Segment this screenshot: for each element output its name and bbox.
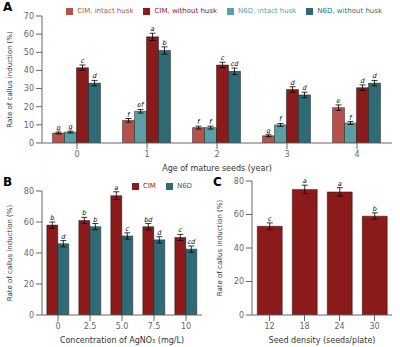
svg-text:Concentration of AgNO₃ (mg/L): Concentration of AgNO₃ (mg/L) <box>60 336 184 345</box>
svg-text:c: c <box>81 57 85 65</box>
html-text:CIM: CIM <box>142 182 156 190</box>
svg-text:d: d <box>92 72 97 80</box>
svg-text:30: 30 <box>24 84 34 93</box>
svg-text:g: g <box>68 123 72 131</box>
svg-text:a: a <box>303 177 307 185</box>
svg-text:Seed density (seeds/plate): Seed density (seeds/plate) <box>269 336 376 345</box>
svg-text:40: 40 <box>234 244 244 253</box>
svg-text:60: 60 <box>24 30 34 39</box>
svg-text:Rate of callus induction (%): Rate of callus induction (%) <box>216 200 224 297</box>
svg-text:d: d <box>157 229 162 237</box>
svg-text:12: 12 <box>264 322 274 331</box>
svg-text:f: f <box>197 118 201 126</box>
svg-text:d: d <box>302 84 307 92</box>
svg-text:7.5: 7.5 <box>148 322 161 331</box>
svg-text:40: 40 <box>24 66 34 75</box>
svg-text:c: c <box>126 225 130 233</box>
svg-text:24: 24 <box>334 322 344 331</box>
svg-text:d: d <box>360 77 365 85</box>
svg-text:50: 50 <box>24 48 34 57</box>
svg-text:18: 18 <box>299 322 309 331</box>
svg-text:0: 0 <box>239 311 244 320</box>
svg-text:cd: cd <box>187 238 196 246</box>
svg-text:cd: cd <box>231 60 240 68</box>
svg-text:a: a <box>151 25 155 33</box>
svg-text:d: d <box>290 79 295 87</box>
svg-text:0: 0 <box>29 311 34 320</box>
svg-text:a: a <box>114 184 118 192</box>
html-text:B: B <box>3 175 13 189</box>
svg-text:bd: bd <box>144 216 153 224</box>
svg-text:80: 80 <box>234 177 244 186</box>
svg-text:40: 40 <box>24 249 34 258</box>
svg-text:e: e <box>337 97 341 105</box>
html-text:C: C <box>213 175 222 189</box>
svg-text:d: d <box>372 72 377 80</box>
svg-text:30: 30 <box>369 322 379 331</box>
html-text:N6D, without husk: N6D, without husk <box>317 7 382 15</box>
html-text:N6D, intact husk: N6D, intact husk <box>238 7 297 15</box>
svg-text:3: 3 <box>284 150 289 159</box>
svg-text:c: c <box>268 215 272 223</box>
svg-text:b: b <box>373 205 377 213</box>
svg-text:f: f <box>127 111 131 119</box>
html-text:CIM, without husk: CIM, without husk <box>154 7 217 15</box>
svg-text:f: f <box>279 115 283 123</box>
html-text:CIM, intact husk: CIM, intact husk <box>77 7 134 15</box>
svg-text:80: 80 <box>24 187 34 196</box>
html-text:N6D: N6D <box>176 182 192 190</box>
svg-text:f: f <box>209 118 213 126</box>
svg-text:1: 1 <box>144 150 149 159</box>
svg-text:c: c <box>221 54 225 62</box>
svg-text:2.5: 2.5 <box>84 322 97 331</box>
html-text:A: A <box>3 0 13 14</box>
svg-text:Rate of callus induction (%): Rate of callus induction (%) <box>8 31 14 128</box>
svg-text:10: 10 <box>24 121 34 130</box>
svg-text:g: g <box>266 127 270 135</box>
svg-text:b: b <box>162 39 166 47</box>
svg-text:70: 70 <box>24 12 34 21</box>
svg-text:2: 2 <box>214 150 219 159</box>
svg-text:b: b <box>93 216 97 224</box>
svg-text:0: 0 <box>74 150 79 159</box>
svg-text:20: 20 <box>234 277 244 286</box>
svg-text:60: 60 <box>24 218 34 227</box>
svg-text:4: 4 <box>354 150 359 159</box>
svg-text:ef: ef <box>137 101 145 109</box>
svg-text:5.0: 5.0 <box>116 322 129 331</box>
svg-text:b: b <box>50 214 54 222</box>
svg-text:g: g <box>56 124 60 132</box>
svg-text:f: f <box>349 114 353 122</box>
svg-text:Rate of callus induction (%): Rate of callus induction (%) <box>8 205 14 302</box>
svg-text:0: 0 <box>29 139 34 148</box>
svg-text:a: a <box>338 180 342 188</box>
svg-text:c: c <box>179 226 183 234</box>
svg-text:0: 0 <box>55 322 60 331</box>
svg-text:Age of mature seeds (year): Age of mature seeds (year) <box>162 164 272 173</box>
svg-text:b: b <box>82 209 86 217</box>
svg-text:60: 60 <box>234 210 244 219</box>
svg-text:d: d <box>61 233 66 241</box>
svg-text:10: 10 <box>181 322 191 331</box>
svg-text:20: 20 <box>24 103 34 112</box>
svg-text:20: 20 <box>24 280 34 289</box>
